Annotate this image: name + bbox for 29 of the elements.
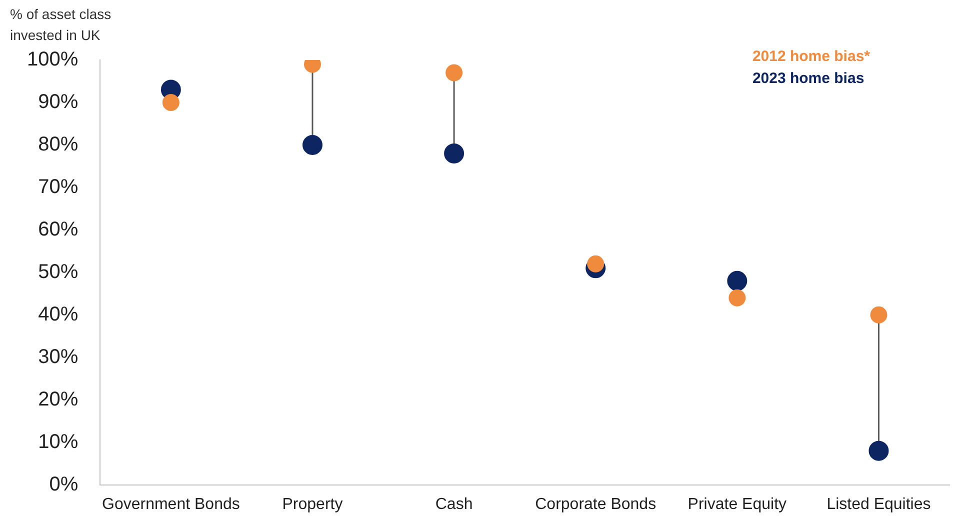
- x-tick-label: Property: [282, 496, 343, 513]
- y-tick-label: 60%: [38, 218, 78, 240]
- y-tick-label: 10%: [38, 430, 78, 453]
- y-tick-label: 80%: [38, 133, 78, 156]
- point: [868, 440, 889, 461]
- point: [162, 94, 180, 111]
- x-tick-label: Corporate Bonds: [535, 496, 656, 513]
- x-tick-label: Listed Equities: [826, 496, 931, 513]
- x-tick-label: Cash: [435, 496, 473, 513]
- text: 2012 home bias*: [752, 47, 870, 67]
- y-tick-label: 100%: [26, 48, 78, 71]
- point: [444, 143, 464, 164]
- point: [587, 255, 604, 272]
- y-tick-label: 50%: [38, 260, 78, 283]
- point: [727, 270, 748, 291]
- x-tick-label: Government Bonds: [102, 496, 240, 513]
- point: [302, 134, 322, 155]
- y-tick-label: 20%: [38, 388, 78, 410]
- y-tick-label: 0%: [49, 473, 78, 496]
- y-tick-label: 70%: [38, 176, 78, 198]
- text: 2023 home bias: [752, 69, 866, 89]
- x-tick-label: Private Equity: [688, 496, 787, 513]
- y-tick-label: 30%: [38, 346, 78, 368]
- point: [446, 64, 463, 82]
- y-tick-label: 90%: [38, 90, 78, 113]
- y-tick-label: 40%: [38, 303, 78, 326]
- y-axis-title: % of asset class invested in UK: [10, 5, 112, 45]
- point: [728, 289, 746, 306]
- point: [870, 306, 888, 324]
